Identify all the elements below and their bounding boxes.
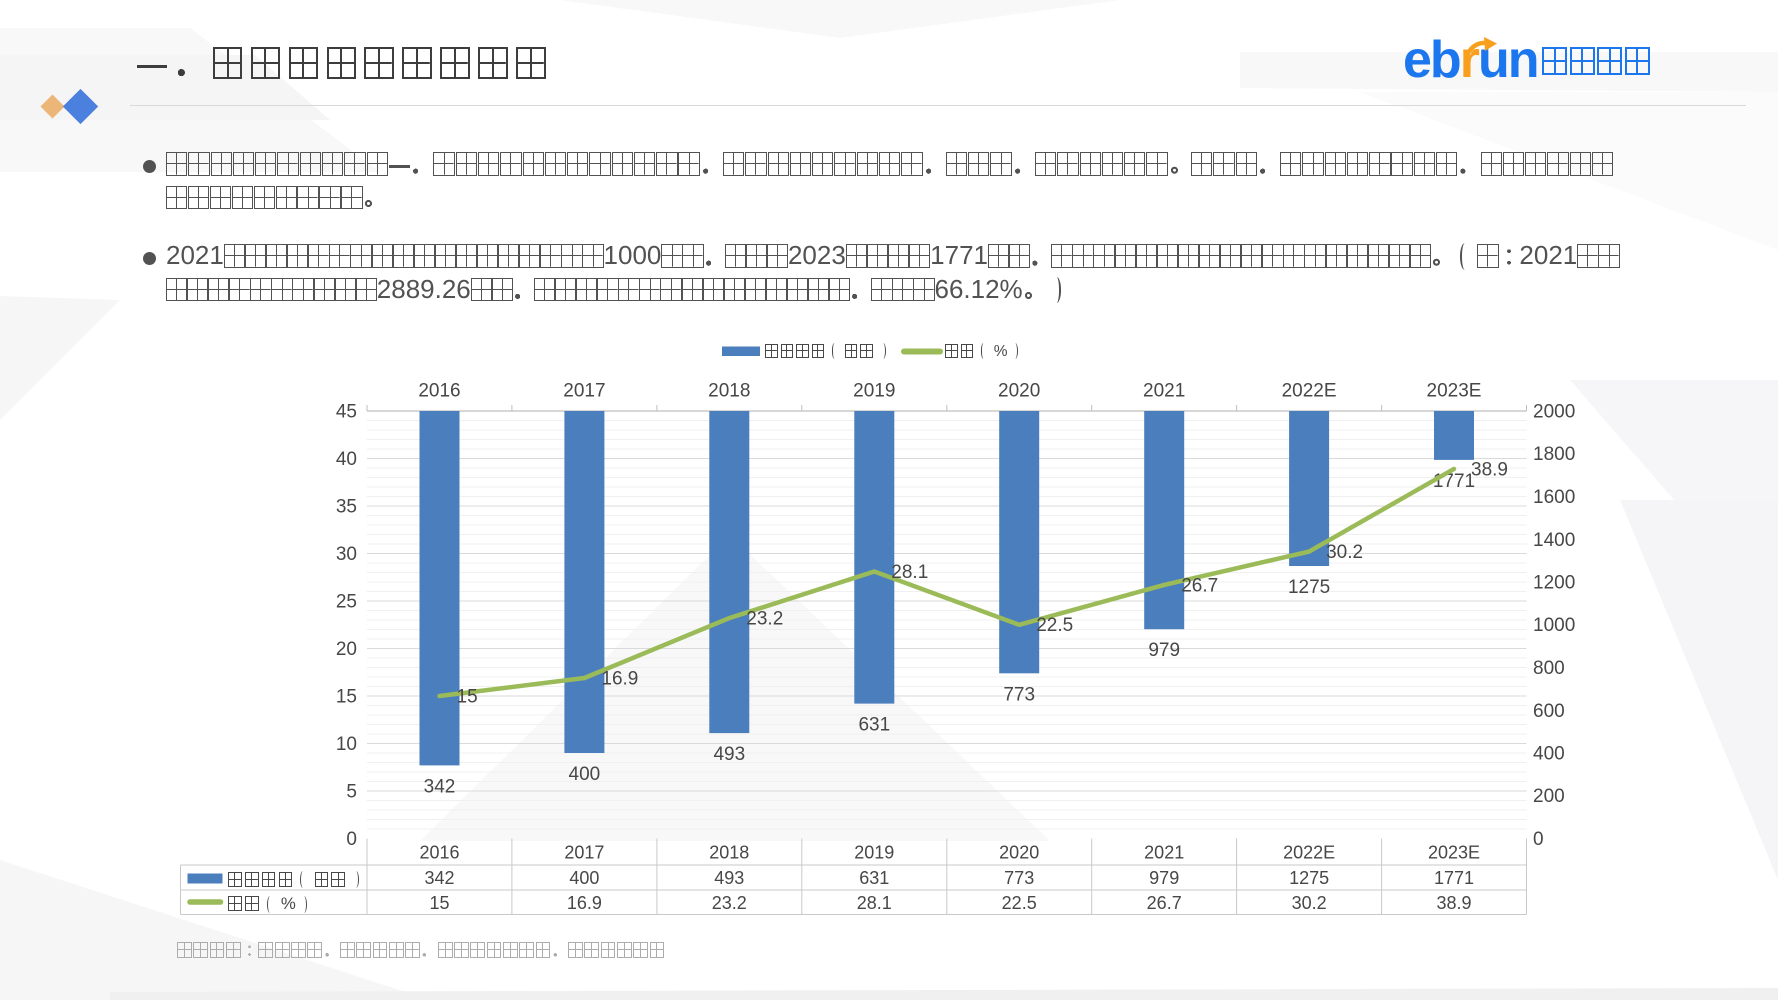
svg-text:979: 979 (1149, 868, 1179, 888)
svg-text:1275: 1275 (1288, 577, 1330, 598)
svg-text:2022E: 2022E (1282, 381, 1337, 402)
svg-text:40: 40 (336, 449, 357, 470)
svg-text:20: 20 (336, 639, 357, 660)
svg-text:15: 15 (457, 687, 478, 708)
svg-text:0: 0 (1533, 829, 1544, 850)
svg-text:773: 773 (1004, 868, 1034, 888)
svg-text:2020: 2020 (998, 381, 1040, 402)
svg-text:1771: 1771 (1433, 471, 1475, 492)
svg-text:38.9: 38.9 (1471, 459, 1508, 480)
svg-text:15: 15 (429, 893, 449, 913)
svg-text:2016: 2016 (418, 381, 460, 402)
svg-text:2017: 2017 (563, 381, 605, 402)
svg-text:28.1: 28.1 (857, 893, 892, 913)
svg-text:342: 342 (424, 776, 456, 797)
svg-text:631: 631 (858, 715, 890, 736)
svg-text:25: 25 (336, 592, 357, 613)
svg-text:800: 800 (1533, 658, 1565, 679)
svg-text:5: 5 (346, 782, 357, 803)
svg-text:26.7: 26.7 (1147, 893, 1182, 913)
svg-text:1771: 1771 (1434, 868, 1474, 888)
svg-text:2021: 2021 (1144, 843, 1184, 863)
svg-text:773: 773 (1003, 684, 1035, 705)
svg-text:200: 200 (1533, 786, 1565, 807)
svg-text:2023E: 2023E (1428, 843, 1480, 863)
svg-text:38.9: 38.9 (1436, 893, 1471, 913)
svg-text:400: 400 (569, 764, 601, 785)
svg-text:342: 342 (424, 868, 454, 888)
svg-text:631: 631 (859, 868, 889, 888)
svg-text:1600: 1600 (1533, 487, 1575, 508)
svg-text:28.1: 28.1 (891, 562, 928, 583)
svg-text:22.5: 22.5 (1002, 893, 1037, 913)
svg-text:30.2: 30.2 (1292, 893, 1327, 913)
svg-text:2018: 2018 (708, 381, 750, 402)
svg-text:30.2: 30.2 (1326, 542, 1363, 563)
svg-text:400: 400 (1533, 744, 1565, 765)
svg-text:23.2: 23.2 (746, 609, 783, 630)
svg-text:30: 30 (336, 544, 357, 565)
svg-text:2016: 2016 (419, 843, 459, 863)
svg-text:2018: 2018 (709, 843, 749, 863)
svg-text:1000: 1000 (1533, 615, 1575, 636)
svg-text:2020: 2020 (999, 843, 1039, 863)
svg-text:2017: 2017 (564, 843, 604, 863)
svg-text:0: 0 (346, 829, 357, 850)
svg-text:2019: 2019 (854, 843, 894, 863)
svg-text:2023E: 2023E (1427, 381, 1482, 402)
svg-text:1275: 1275 (1289, 868, 1329, 888)
svg-text:400: 400 (569, 868, 599, 888)
svg-text:2022E: 2022E (1283, 843, 1335, 863)
svg-text:45: 45 (336, 402, 357, 423)
svg-text:2000: 2000 (1533, 402, 1575, 423)
svg-text:23.2: 23.2 (712, 893, 747, 913)
svg-text:493: 493 (713, 744, 745, 765)
svg-text:1400: 1400 (1533, 530, 1575, 551)
svg-text:16.9: 16.9 (601, 669, 638, 690)
svg-text:979: 979 (1148, 640, 1180, 661)
svg-text:15: 15 (336, 687, 357, 708)
svg-text:26.7: 26.7 (1181, 575, 1218, 596)
svg-text:35: 35 (336, 497, 357, 518)
svg-text:10: 10 (336, 734, 357, 755)
svg-text:2019: 2019 (853, 381, 895, 402)
svg-text:1800: 1800 (1533, 444, 1575, 465)
svg-text:600: 600 (1533, 701, 1565, 722)
svg-text:493: 493 (714, 868, 744, 888)
svg-text:16.9: 16.9 (567, 893, 602, 913)
svg-text:2021: 2021 (1143, 381, 1185, 402)
svg-text:22.5: 22.5 (1036, 615, 1073, 636)
svg-text:1200: 1200 (1533, 573, 1575, 594)
